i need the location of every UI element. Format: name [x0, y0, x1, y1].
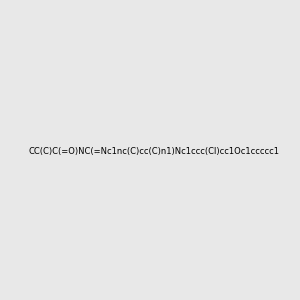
Text: CC(C)C(=O)NC(=Nc1nc(C)cc(C)n1)Nc1ccc(Cl)cc1Oc1ccccc1: CC(C)C(=O)NC(=Nc1nc(C)cc(C)n1)Nc1ccc(Cl)… — [28, 147, 279, 156]
